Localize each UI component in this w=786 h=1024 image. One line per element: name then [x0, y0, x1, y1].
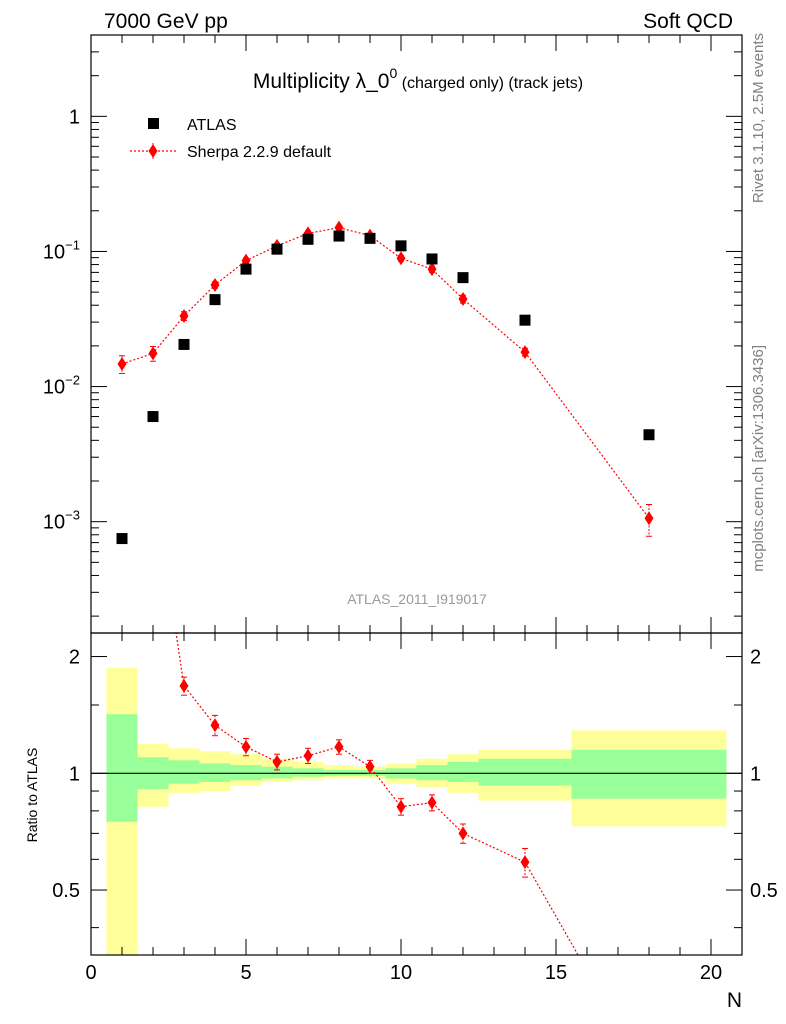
ratio-band-green	[261, 766, 293, 779]
atlas-point	[271, 243, 283, 255]
sherpa-point	[396, 251, 406, 266]
atlas-point	[147, 411, 159, 423]
y-tick-label: 10−2	[43, 373, 80, 399]
side-label-rivet: Rivet 3.1.10, 2.5M events	[750, 33, 767, 203]
ratio-y-tick-label: 2	[69, 647, 80, 669]
legend-marker-atlas	[148, 118, 159, 129]
x-tick-label: 10	[390, 962, 412, 984]
legend-label-sherpa: Sherpa 2.2.9 default	[187, 144, 332, 161]
y-tick-label: 10−3	[43, 508, 80, 534]
atlas-point	[426, 253, 438, 265]
atlas-point	[643, 429, 655, 441]
ratio-point	[365, 759, 375, 774]
ratio-band-green	[416, 765, 448, 781]
y-tick-label: 1	[69, 106, 80, 128]
chart-title-suffix: (charged only) (track jets)	[397, 75, 583, 92]
atlas-point	[395, 240, 407, 252]
ratio-y-tick-label-right: 1	[750, 763, 761, 785]
atlas-point	[178, 338, 190, 350]
ratio-band-green	[292, 768, 324, 777]
legend: ATLAS Sherpa 2.2.9 default	[130, 117, 332, 161]
sherpa-point	[644, 511, 654, 526]
sherpa-line	[121, 227, 650, 519]
x-tick-label: 5	[240, 962, 251, 984]
atlas-point	[333, 230, 345, 242]
x-tick-label: 0	[85, 962, 96, 984]
legend-label-atlas: ATLAS	[187, 117, 237, 134]
ratio-point	[427, 795, 437, 810]
side-label-mcplots: mcplots.cern.ch [arXiv:1306.3436]	[750, 345, 767, 572]
analysis-watermark: ATLAS_2011_I919017	[347, 591, 487, 607]
main-x-ticks	[90, 35, 743, 633]
atlas-point	[240, 263, 252, 275]
header-energy: 7000 GeV pp	[104, 10, 228, 33]
ratio-y-tick-label: 1	[69, 763, 80, 785]
ratio-point	[520, 855, 530, 870]
legend-marker-sherpa	[148, 144, 158, 158]
ratio-point	[303, 748, 313, 763]
y-tick-label: 10−1	[43, 237, 80, 263]
x-axis-label: N	[727, 989, 742, 1012]
sherpa-point	[520, 345, 530, 360]
ratio-point	[334, 739, 344, 754]
atlas-point	[209, 294, 221, 306]
ratio-point	[458, 826, 468, 841]
sherpa-point	[148, 346, 158, 361]
x-tick-label: 20	[700, 962, 722, 984]
main-y-axis: 1 10−1 10−2 10−3	[43, 34, 742, 617]
ratio-point	[179, 678, 189, 693]
ratio-point	[210, 718, 220, 733]
ratio-y-label: Ratio to ATLAS	[24, 748, 40, 843]
ratio-y-tick-label-right: 0.5	[750, 880, 778, 902]
ratio-point	[241, 739, 251, 754]
ratio-sherpa-line	[175, 633, 579, 955]
ratio-point	[272, 754, 282, 769]
atlas-point	[302, 233, 314, 245]
ratio-band-green	[571, 749, 727, 799]
header-category: Soft QCD	[643, 10, 733, 33]
ratio-series-group	[175, 633, 579, 955]
chart-title-main: Multiplicity λ_0	[253, 70, 390, 93]
ratio-panel-frame	[90, 632, 743, 956]
atlas-point	[364, 232, 376, 244]
sherpa-point	[179, 308, 189, 323]
ratio-y-tick-label: 0.5	[52, 880, 80, 902]
ratio-band-green	[168, 760, 200, 784]
ratio-band-green	[230, 765, 262, 781]
chart-title-sup: 0	[389, 65, 397, 81]
ratio-band-green	[447, 761, 479, 782]
ratio-band-green	[106, 714, 138, 822]
atlas-point	[116, 533, 128, 545]
main-series-group	[116, 220, 655, 545]
sherpa-point	[210, 277, 220, 292]
sherpa-point	[427, 262, 437, 277]
sherpa-point	[458, 291, 468, 306]
chart-title: Multiplicity λ_00 (charged only) (track …	[253, 65, 583, 93]
ratio-bands-group	[91, 667, 742, 955]
ratio-y-axis: 2 2 1 1 0.5 0.5	[52, 647, 778, 929]
ratio-point	[396, 799, 406, 814]
ratio-y-tick-label-right: 2	[750, 647, 761, 669]
x-tick-label: 15	[545, 962, 567, 984]
atlas-point	[457, 272, 469, 284]
x-axis: 0 5 10 15 20	[85, 633, 743, 984]
ratio-band-green	[478, 758, 572, 786]
sherpa-point	[117, 356, 127, 371]
atlas-point	[519, 314, 531, 326]
